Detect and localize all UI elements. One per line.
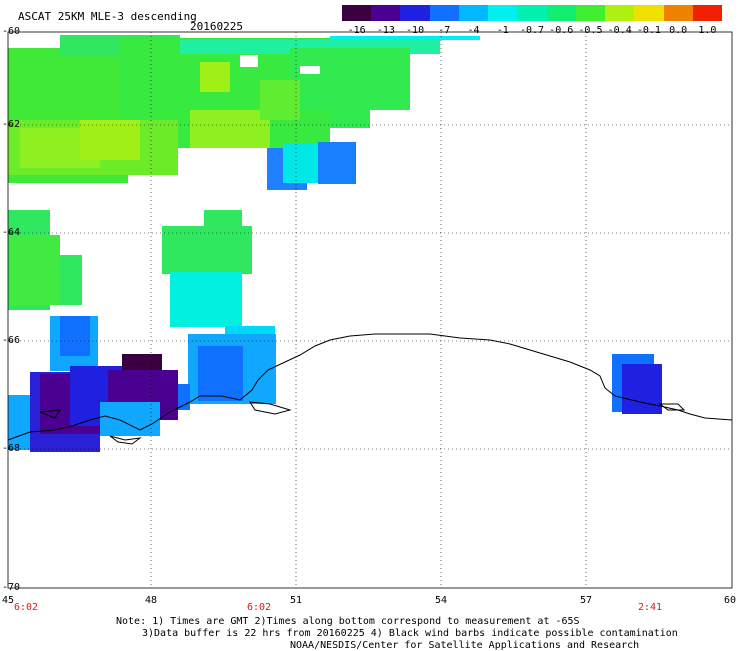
colorbar-swatch xyxy=(692,5,723,21)
colorbar-label: -7 xyxy=(438,25,451,36)
colorbar-swatch xyxy=(400,5,430,21)
colorbar-swatch xyxy=(575,5,606,21)
colorbar-swatch xyxy=(429,5,459,21)
colorbar-label: -0.7 xyxy=(519,25,545,36)
colorbar-swatch xyxy=(546,5,576,21)
lon-label-45: 45 xyxy=(1,595,15,606)
colorbar-label: -0.4 xyxy=(607,25,632,36)
coastline xyxy=(7,333,733,441)
colorbar-label: -10 xyxy=(406,25,425,36)
colorbar-label: -0.6 xyxy=(549,25,574,36)
colorbar-swatch xyxy=(458,5,489,21)
colorbar-swatch xyxy=(663,5,693,21)
colorbar-label: -4 xyxy=(467,25,480,36)
colorbar-labels: -16 -13 -10 -7 -4 -1 -0.7 -0.6 -0.5 -0.4 -0.1 0.0 1.… xyxy=(342,25,722,37)
chart-date: 20160225 xyxy=(190,20,243,33)
time-label-1: 6:02 xyxy=(13,602,39,613)
colorbar-label: -0.1 xyxy=(636,25,661,36)
colorbar-swatch xyxy=(488,5,518,21)
lat-label-62: -62 xyxy=(2,119,21,130)
lat-label-64: -64 xyxy=(2,227,21,238)
lon-label-48: 48 xyxy=(144,595,158,606)
lat-label-70: -70 xyxy=(2,582,21,593)
colorbar-label: -16 xyxy=(347,25,366,36)
colorbar-label: -0.5 xyxy=(578,25,603,36)
axis-ticks xyxy=(8,124,12,450)
swath-south xyxy=(8,316,662,452)
swath-blue-62 xyxy=(267,142,356,190)
note-line-2: 3)Data buffer is 22 hrs from 20160225 4)… xyxy=(142,628,678,639)
swath-green-north xyxy=(8,35,480,183)
colorbar-label: 1.0 xyxy=(698,25,717,36)
lat-label-68: -68 xyxy=(2,443,21,454)
colorbar-label: -13 xyxy=(376,25,395,36)
plot-frame xyxy=(7,31,733,589)
colorbar xyxy=(342,5,723,21)
swath-middle xyxy=(8,210,275,346)
colorbar-label: 0.0 xyxy=(669,25,688,36)
colorbar-swatch xyxy=(634,5,664,21)
lat-label-66: -66 xyxy=(2,335,21,346)
colorbar-swatch xyxy=(517,5,547,21)
lat-label-60: -60 xyxy=(2,26,21,37)
colorbar-swatch xyxy=(371,5,401,21)
time-label-3: 2:41 xyxy=(637,602,663,613)
note-line-1: Note: 1) Times are GMT 2)Times along bot… xyxy=(116,616,580,627)
chart-title: ASCAT 25KM MLE-3 descending xyxy=(18,10,197,23)
colorbar-swatch xyxy=(342,5,372,21)
lon-label-51: 51 xyxy=(289,595,303,606)
time-label-2: 6:02 xyxy=(246,602,272,613)
coastline-islands xyxy=(39,401,686,445)
lon-label-60: 60 xyxy=(723,595,737,606)
colorbar-swatch xyxy=(605,5,635,21)
lon-label-54: 54 xyxy=(434,595,448,606)
colorbar-label: -1 xyxy=(496,25,509,36)
note-line-3: NOAA/NESDIS/Center for Satellite Applica… xyxy=(290,640,640,651)
lon-label-57: 57 xyxy=(579,595,593,606)
gridlines xyxy=(8,32,732,588)
